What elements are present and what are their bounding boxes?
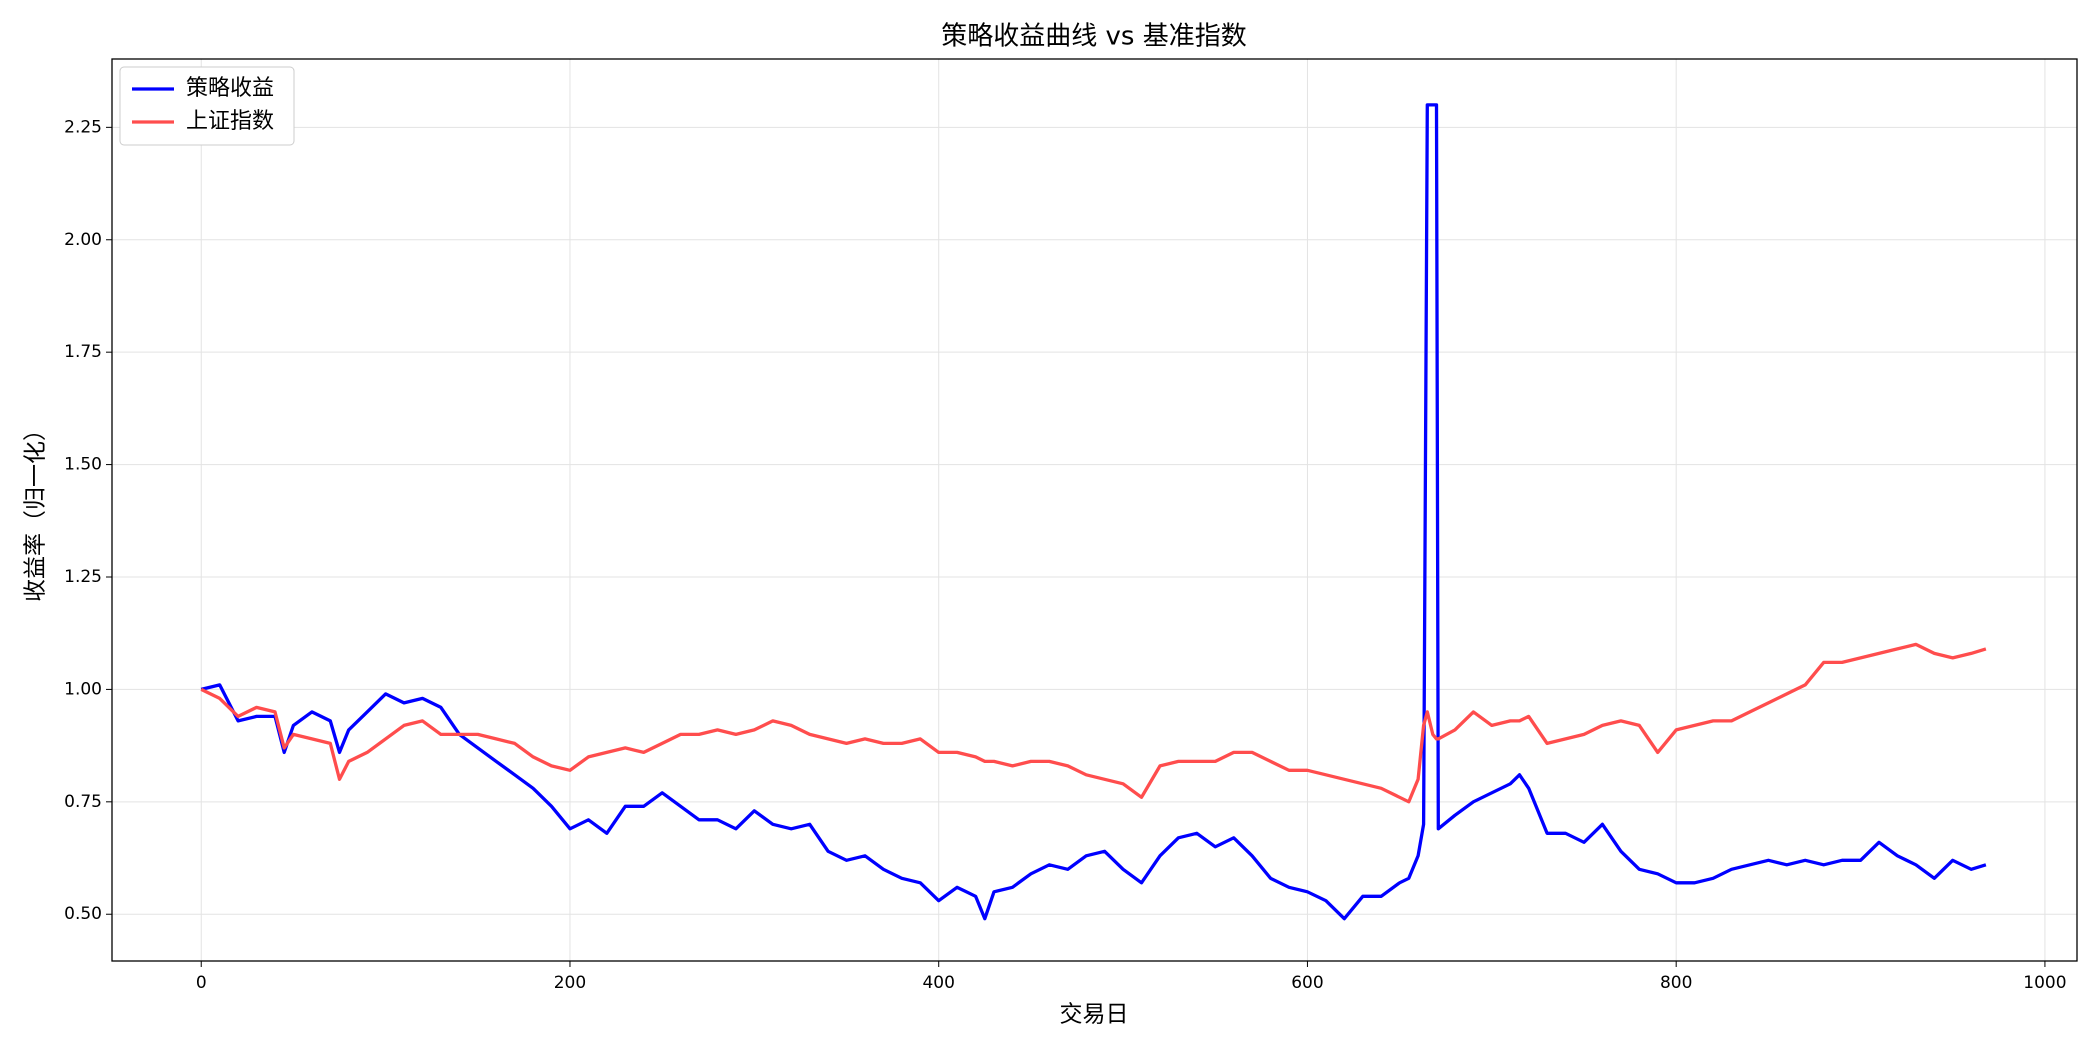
plot-frame <box>111 58 2078 962</box>
x-axis-label: 交易日 <box>1060 1002 1129 1028</box>
legend-box <box>119 66 295 146</box>
y-tick-label: 1.75 <box>64 342 102 362</box>
x-tick-label: 0 <box>196 973 207 993</box>
legend-label: 策略收益 <box>186 76 274 101</box>
y-axis-label: 收益率（归一化） <box>23 418 49 602</box>
x-tick-label: 800 <box>1660 973 1692 993</box>
y-tick-label: 2.00 <box>64 230 102 250</box>
x-tick-label: 400 <box>922 973 954 993</box>
y-tick-label: 1.50 <box>64 455 102 475</box>
y-tick-label: 1.00 <box>64 679 102 699</box>
y-tick-label: 1.25 <box>64 567 102 587</box>
y-tick-label: 0.75 <box>64 792 102 812</box>
legend-label: 上证指数 <box>186 109 274 134</box>
y-tick-label: 0.50 <box>64 904 102 924</box>
x-tick-label: 600 <box>1291 973 1323 993</box>
x-tick-label: 200 <box>554 973 586 993</box>
chart-title: 策略收益曲线 vs 基准指数 <box>941 22 1246 52</box>
y-tick-label: 2.25 <box>64 117 102 137</box>
series-line <box>200 103 1987 921</box>
series-line <box>200 642 1987 804</box>
x-tick-label: 1000 <box>2023 973 2066 993</box>
